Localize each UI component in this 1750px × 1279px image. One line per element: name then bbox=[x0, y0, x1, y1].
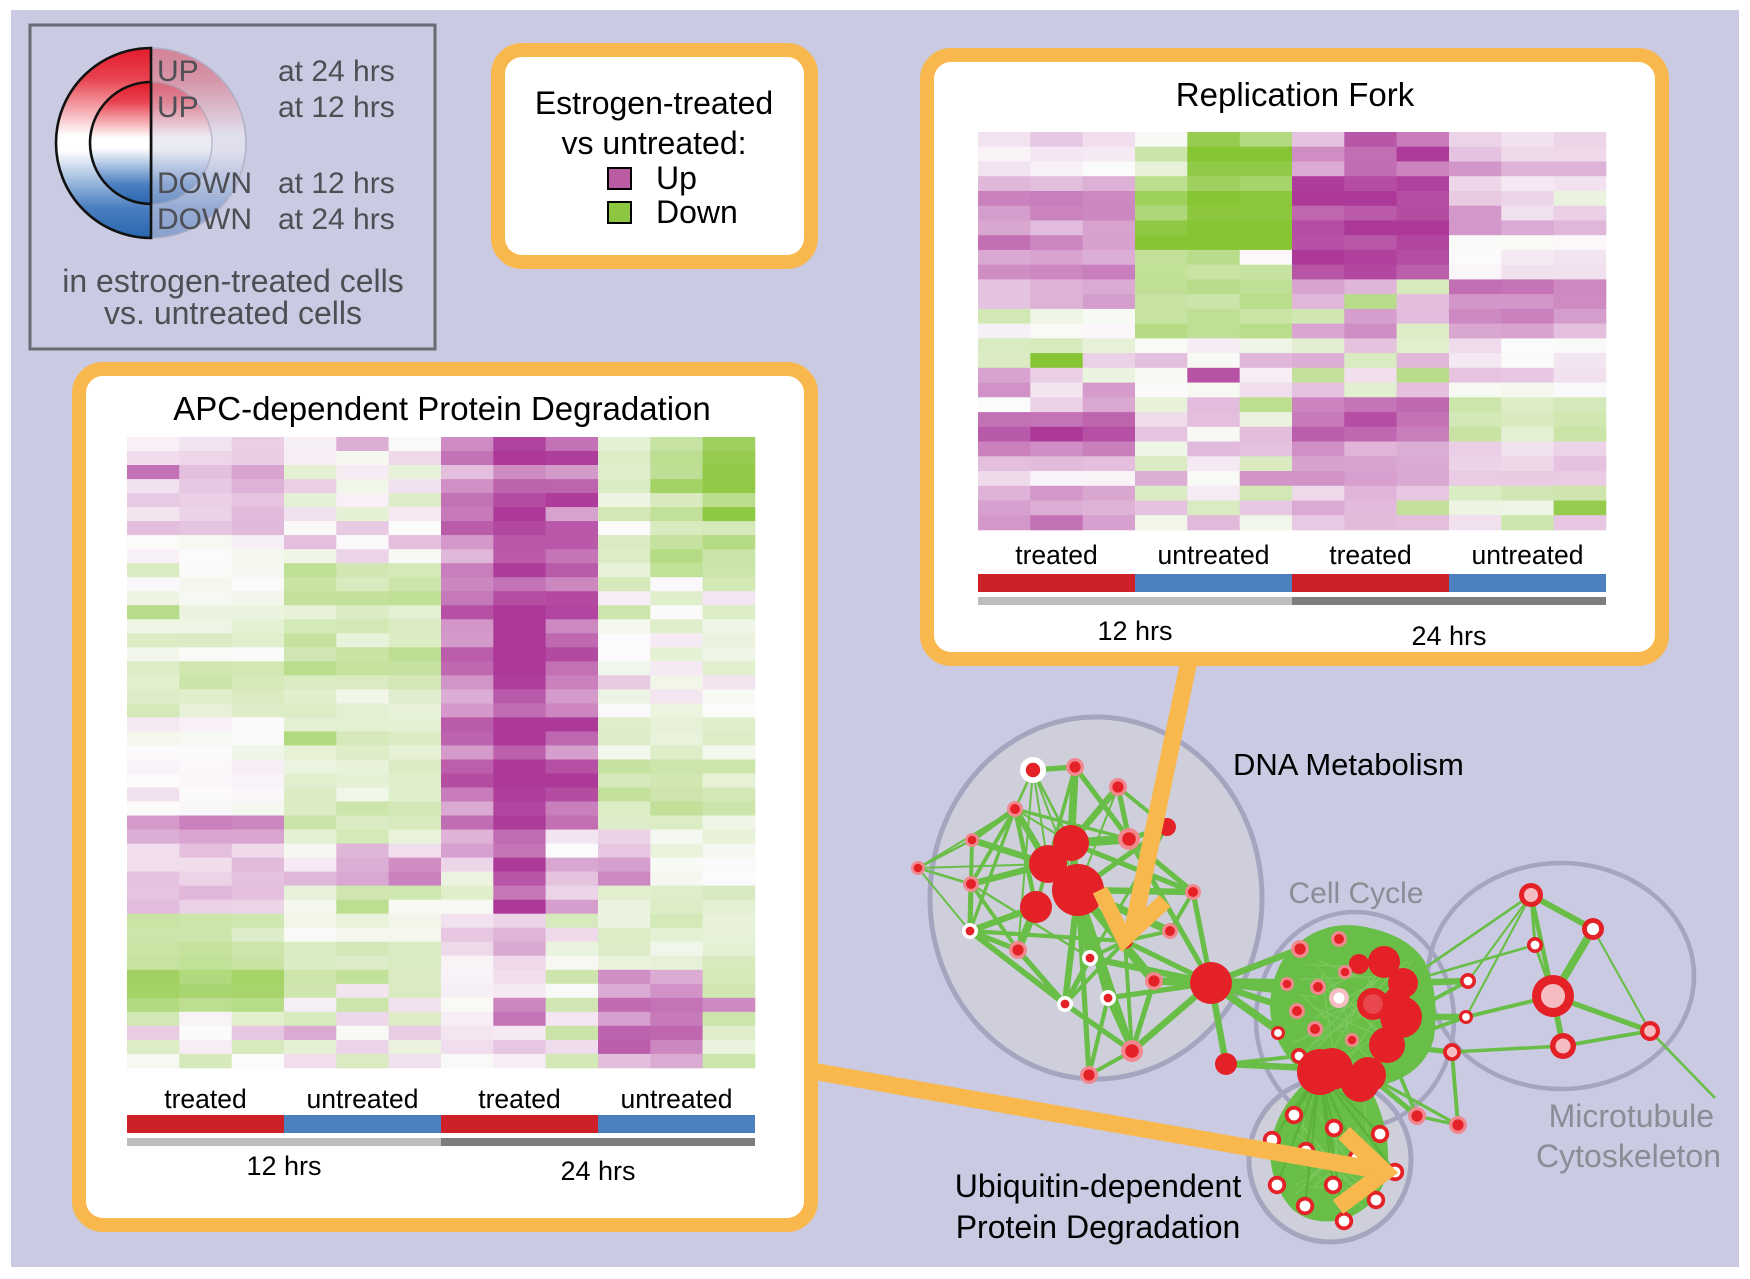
svg-text:Cell Cycle: Cell Cycle bbox=[1288, 877, 1423, 910]
svg-text:24 hrs: 24 hrs bbox=[560, 1156, 635, 1186]
svg-text:Down: Down bbox=[656, 194, 738, 230]
svg-text:at 12 hrs: at 12 hrs bbox=[278, 91, 395, 124]
svg-text:12 hrs: 12 hrs bbox=[1097, 616, 1172, 646]
svg-text:APC-dependent Protein Degradat: APC-dependent Protein Degradation bbox=[173, 390, 711, 427]
svg-text:in estrogen-treated cells: in estrogen-treated cells bbox=[62, 263, 404, 299]
svg-text:vs untreated:: vs untreated: bbox=[562, 125, 747, 161]
svg-text:DOWN: DOWN bbox=[157, 203, 252, 236]
svg-text:DNA Metabolism: DNA Metabolism bbox=[1233, 747, 1464, 782]
svg-text:at 12 hrs: at 12 hrs bbox=[278, 167, 395, 200]
svg-text:untreated: untreated bbox=[307, 1084, 419, 1114]
svg-text:Replication Fork: Replication Fork bbox=[1176, 76, 1415, 113]
svg-text:treated: treated bbox=[164, 1084, 247, 1114]
svg-text:untreated: untreated bbox=[1158, 540, 1270, 570]
svg-text:UP: UP bbox=[157, 55, 199, 88]
svg-text:DOWN: DOWN bbox=[157, 167, 252, 200]
svg-text:Microtubule: Microtubule bbox=[1549, 1098, 1714, 1134]
svg-text:Up: Up bbox=[656, 160, 697, 196]
svg-text:vs. untreated cells: vs. untreated cells bbox=[104, 295, 362, 331]
svg-text:treated: treated bbox=[1329, 540, 1412, 570]
svg-text:untreated: untreated bbox=[1472, 540, 1584, 570]
svg-text:treated: treated bbox=[1015, 540, 1098, 570]
svg-text:24 hrs: 24 hrs bbox=[1411, 621, 1486, 651]
svg-text:12 hrs: 12 hrs bbox=[246, 1151, 321, 1181]
svg-text:at 24 hrs: at 24 hrs bbox=[278, 203, 395, 236]
svg-text:Estrogen-treated: Estrogen-treated bbox=[535, 85, 773, 121]
svg-text:Cytoskeleton: Cytoskeleton bbox=[1536, 1138, 1721, 1174]
svg-text:Protein Degradation: Protein Degradation bbox=[956, 1209, 1241, 1245]
svg-text:Ubiquitin-dependent: Ubiquitin-dependent bbox=[955, 1168, 1242, 1204]
svg-text:untreated: untreated bbox=[621, 1084, 733, 1114]
svg-text:at 24 hrs: at 24 hrs bbox=[278, 55, 395, 88]
svg-text:UP: UP bbox=[157, 91, 199, 124]
svg-text:treated: treated bbox=[478, 1084, 561, 1114]
